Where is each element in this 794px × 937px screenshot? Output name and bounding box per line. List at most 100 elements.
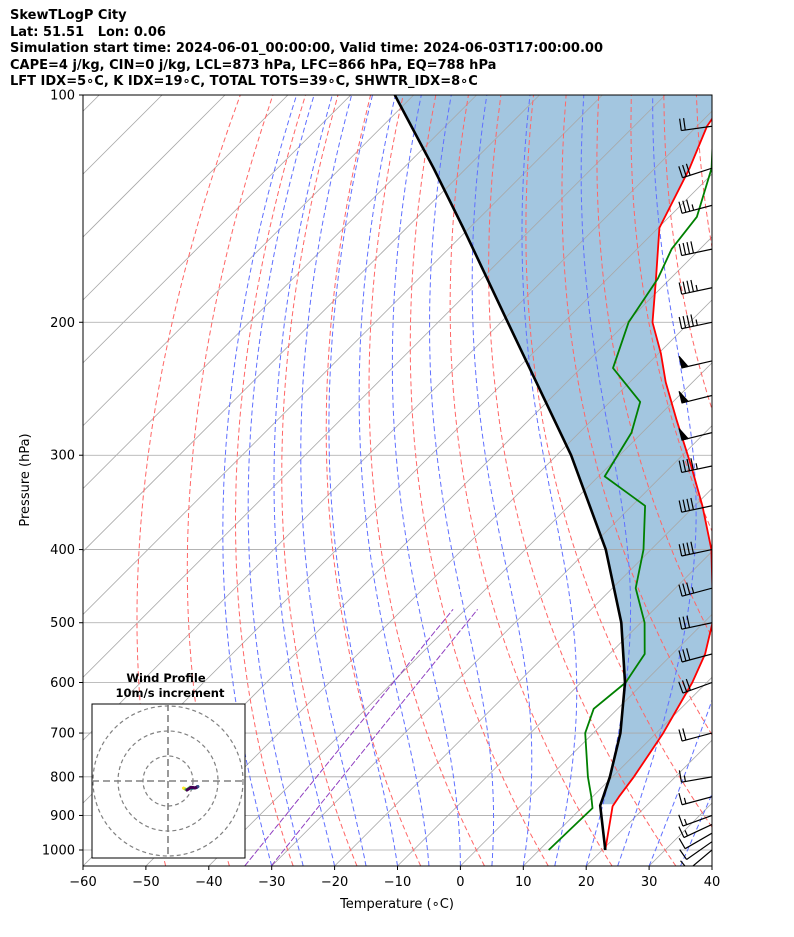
wind-barb bbox=[678, 355, 712, 369]
dry-adiabat-line bbox=[449, 95, 613, 866]
dry-adiabat-line bbox=[325, 95, 422, 866]
isotherm-line bbox=[523, 676, 712, 866]
moist-adiabat-line bbox=[300, 95, 367, 866]
chart-header: SkewTLogP City Lat: 51.51 Lon: 0.06 Simu… bbox=[10, 8, 603, 91]
isotherm-line bbox=[83, 95, 352, 364]
dry-adiabat-line bbox=[561, 95, 712, 736]
dry-adiabat-line bbox=[695, 95, 712, 251]
x-tick-label: −40 bbox=[195, 875, 222, 890]
y-tick-label: 700 bbox=[50, 727, 75, 742]
x-tick-label: 10 bbox=[515, 875, 532, 890]
moist-adiabat-line bbox=[222, 95, 298, 866]
location-line: Lat: 51.51 Lon: 0.06 bbox=[10, 24, 166, 40]
wind-barb bbox=[678, 823, 712, 839]
y-tick-label: 500 bbox=[50, 616, 75, 631]
isotherm-line bbox=[83, 95, 100, 112]
dry-adiabat-line bbox=[663, 95, 712, 411]
y-tick-label: 100 bbox=[50, 89, 75, 104]
mixing-ratio-line bbox=[244, 608, 454, 866]
axes: −60 −50 −40 −30 −20 −10 0 10 20 30 40 1000 900 800 700… bbox=[42, 89, 720, 891]
isotherm-line bbox=[711, 865, 712, 866]
wind-barb bbox=[678, 314, 712, 330]
y-tick-label: 800 bbox=[50, 770, 75, 785]
x-tick-label: −10 bbox=[384, 875, 411, 890]
wind-barb bbox=[678, 199, 712, 214]
instability-shading bbox=[394, 95, 712, 805]
isotherm-line bbox=[460, 613, 712, 866]
isotherm-line bbox=[83, 95, 226, 238]
dry-adiabat-line bbox=[235, 95, 306, 866]
isotherm-line bbox=[145, 299, 712, 866]
isotherm-line bbox=[83, 95, 666, 678]
moist-adiabat-line bbox=[358, 95, 430, 866]
moist-adiabat-line bbox=[328, 95, 398, 866]
y-tick-label: 300 bbox=[50, 449, 75, 464]
wind-barb bbox=[678, 390, 712, 404]
isotherm-line bbox=[83, 95, 603, 615]
wind-barb bbox=[678, 678, 712, 694]
indices-line: LFT IDX=5∘C, K IDX=19∘C, TOTAL TOTS=39∘C… bbox=[10, 74, 478, 89]
moist-adiabat-line bbox=[648, 698, 712, 866]
wind-barb bbox=[679, 118, 712, 132]
isotherm-line bbox=[334, 488, 712, 866]
wind-profile-trace bbox=[185, 785, 193, 792]
moist-adiabat-line bbox=[680, 792, 712, 866]
dry-adiabat-line bbox=[525, 95, 712, 828]
isotherm-line bbox=[83, 95, 540, 553]
x-tick-label: −20 bbox=[321, 875, 348, 890]
wind-barb bbox=[678, 428, 712, 441]
wind-barb bbox=[678, 497, 712, 513]
isotherm-line bbox=[83, 95, 477, 490]
moist-adiabat-line bbox=[711, 864, 712, 866]
plot-area bbox=[83, 95, 794, 866]
dry-adiabat-line bbox=[596, 95, 712, 639]
isotherm-line bbox=[208, 362, 712, 866]
parcel-line bbox=[393, 95, 627, 851]
wind-profile-title: Wind Profile bbox=[126, 671, 206, 685]
x-tick-label: −30 bbox=[258, 875, 285, 890]
x-tick-label: 20 bbox=[578, 875, 595, 890]
wind-profile-subtitle: 10m/s increment bbox=[116, 686, 225, 700]
wind-barb bbox=[678, 582, 712, 597]
mixing-ratio-line bbox=[270, 608, 478, 866]
wind-barb bbox=[678, 814, 712, 827]
moist-adiabat-line bbox=[471, 95, 533, 866]
isotherm-line bbox=[83, 95, 289, 301]
moist-adiabat-line bbox=[247, 95, 315, 866]
wind-barb bbox=[678, 648, 712, 663]
wind-barb bbox=[678, 163, 712, 179]
dry-adiabat-line bbox=[368, 95, 485, 866]
y-tick-label: 1000 bbox=[42, 844, 75, 859]
isotherm-line bbox=[83, 110, 712, 741]
dry-adiabat-line bbox=[488, 95, 677, 866]
x-tick-label: −50 bbox=[132, 875, 159, 890]
wind-barb bbox=[678, 458, 712, 474]
moist-adiabat-line bbox=[580, 95, 632, 866]
x-tick-label: 0 bbox=[456, 875, 464, 890]
dry-adiabat-line bbox=[281, 95, 358, 866]
x-axis-label: Temperature (∘C) bbox=[339, 897, 454, 912]
wind-barb bbox=[678, 792, 712, 806]
isotherm-line bbox=[397, 550, 712, 866]
moist-adiabat-line bbox=[429, 95, 495, 866]
x-tick-label: 30 bbox=[641, 875, 658, 890]
dry-adiabat-line bbox=[729, 95, 794, 866]
wind-barb bbox=[679, 841, 712, 860]
isotherm-line bbox=[271, 425, 712, 866]
moist-adiabat-line bbox=[617, 95, 697, 866]
y-tick-label: 600 bbox=[50, 676, 75, 691]
isotherm-line bbox=[83, 95, 414, 427]
wind-barb bbox=[678, 770, 712, 783]
chart-title: SkewTLogP City bbox=[10, 8, 127, 23]
wind-barb bbox=[678, 279, 712, 295]
wind-barb bbox=[678, 728, 712, 742]
y-tick-label: 900 bbox=[50, 809, 75, 824]
x-tick-label: −60 bbox=[69, 875, 96, 890]
cape-line: CAPE=4 j/kg, CIN=0 j/kg, LCL=873 hPa, LF… bbox=[10, 57, 497, 73]
y-axis-label: Pressure (hPa) bbox=[18, 433, 33, 526]
wind-barb bbox=[678, 241, 712, 257]
dewpoint-line bbox=[548, 136, 712, 851]
y-tick-label: 200 bbox=[50, 316, 75, 331]
wind-barb bbox=[678, 615, 712, 630]
